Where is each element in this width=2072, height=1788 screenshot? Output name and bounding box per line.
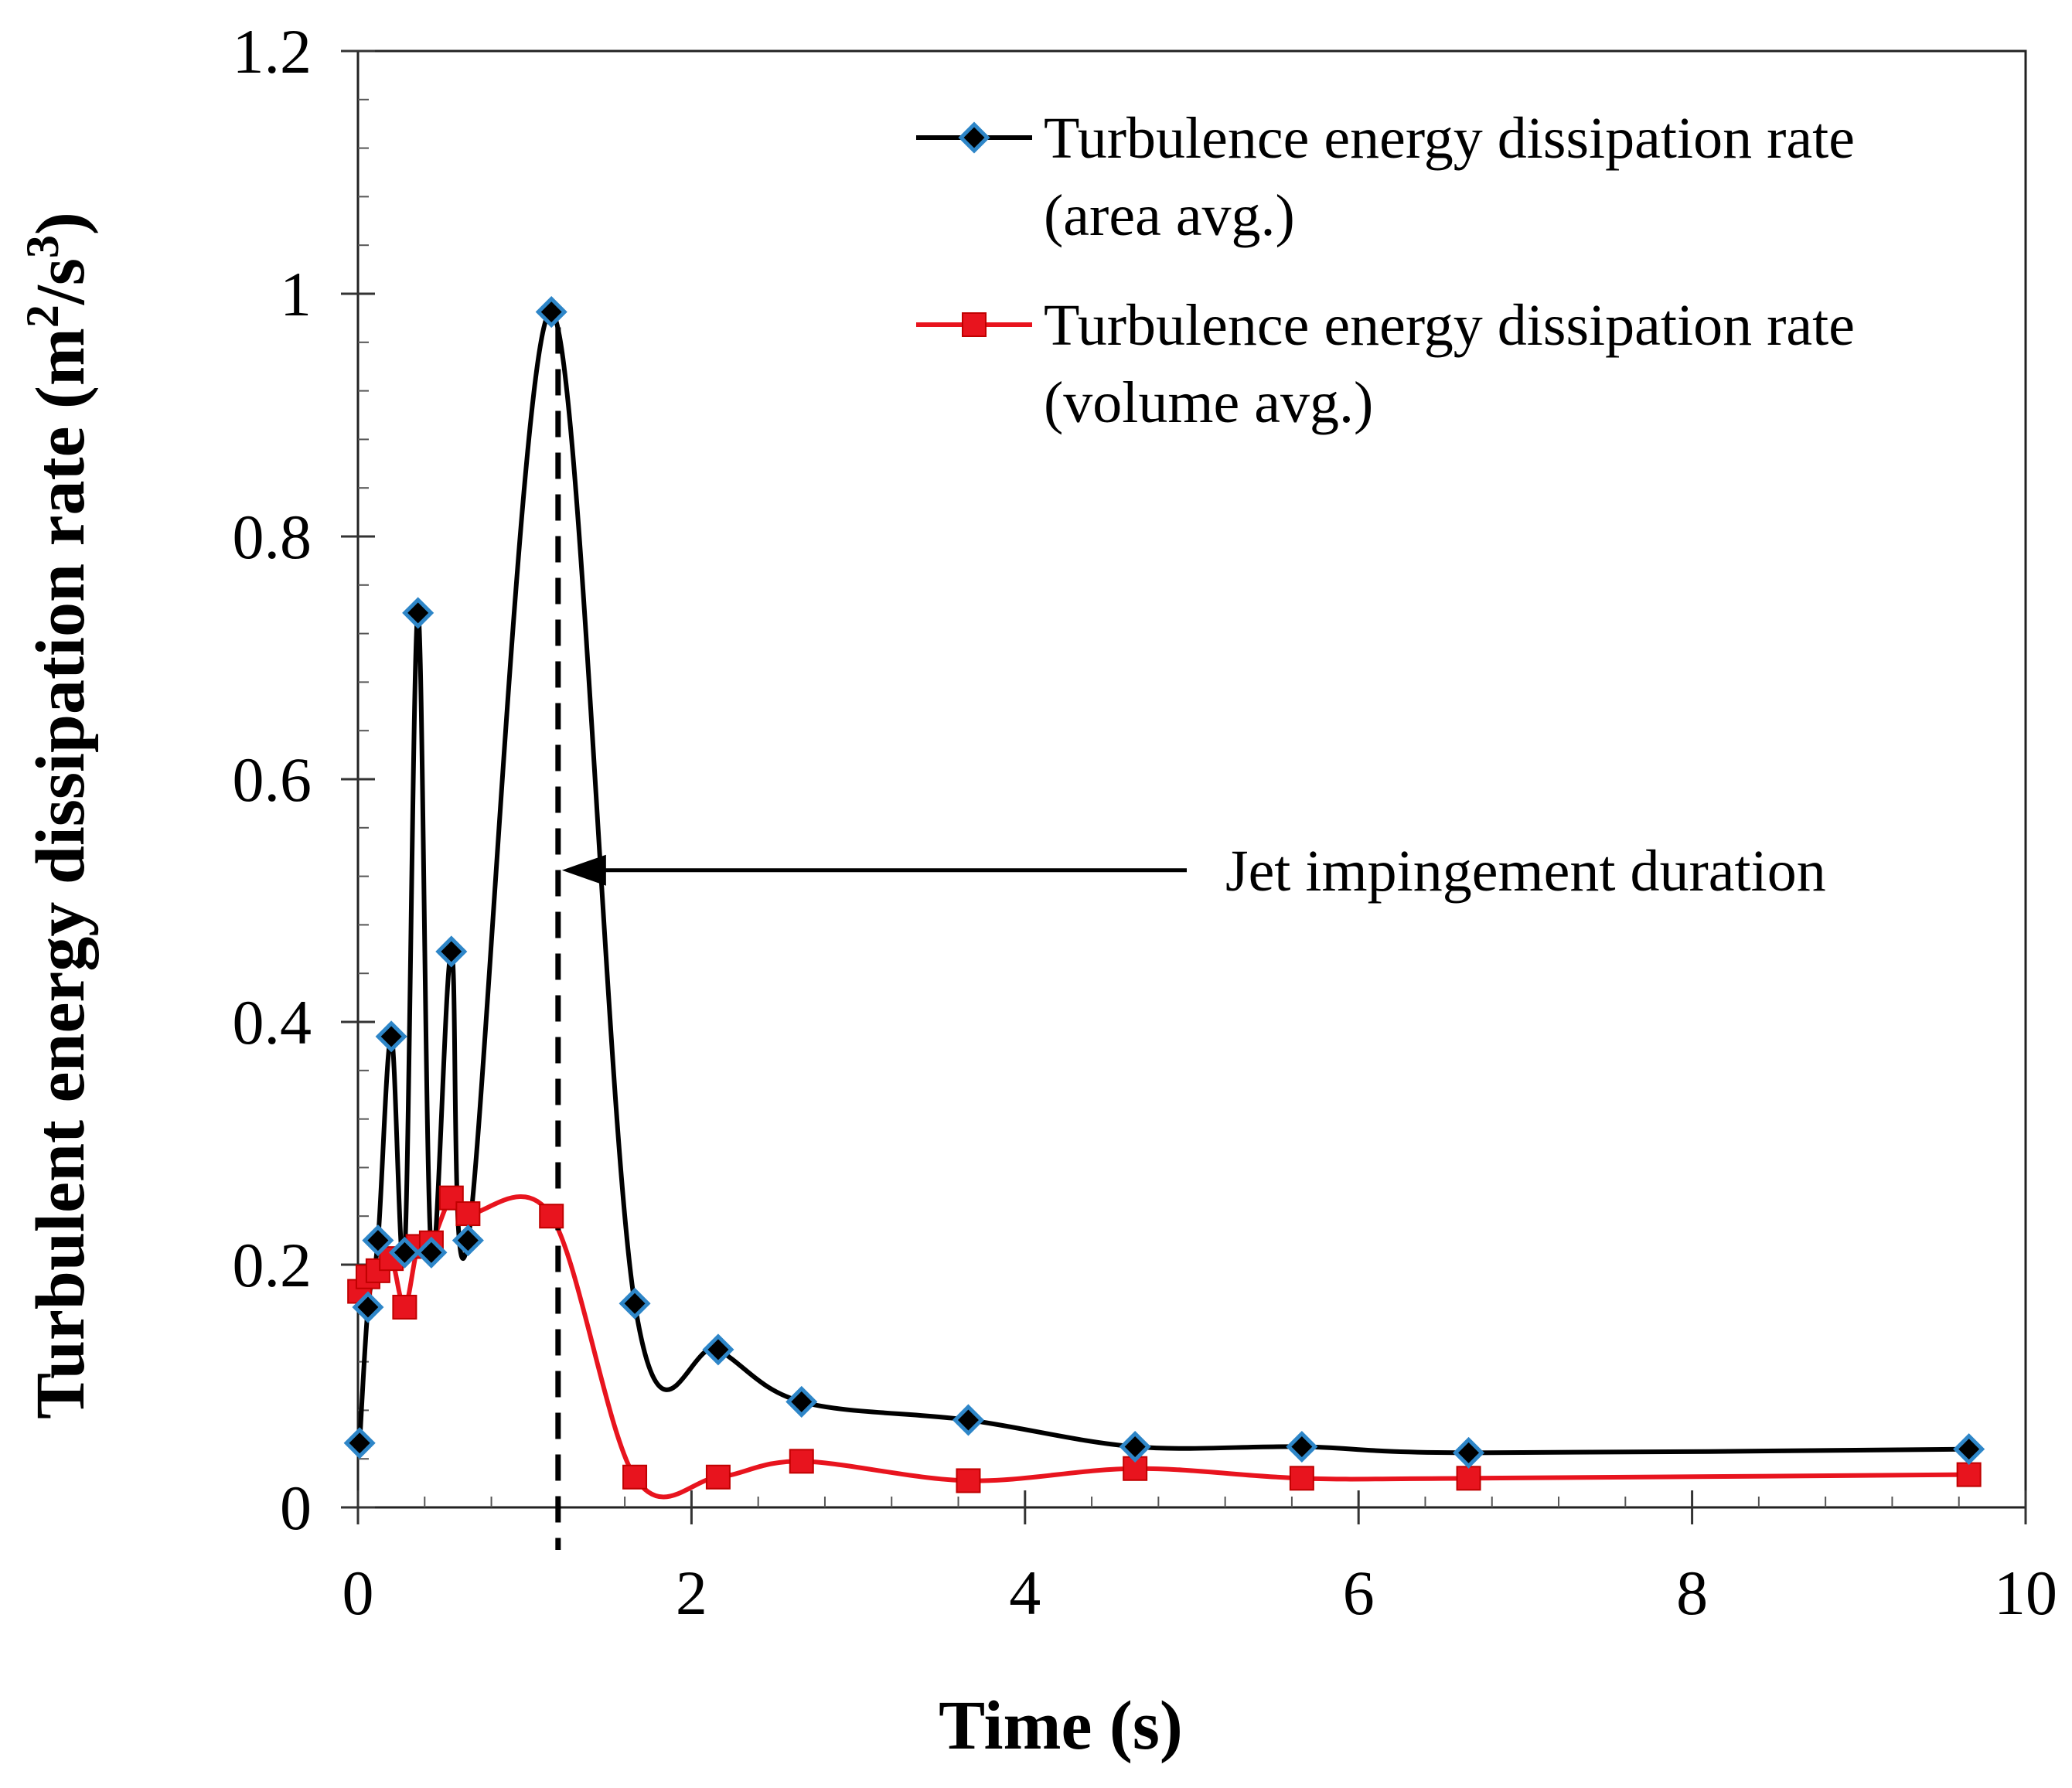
data-point-volume <box>1289 1466 1314 1491</box>
y-axis-title-sup-2: 3 <box>17 235 68 258</box>
data-point-volume <box>539 1204 564 1229</box>
data-point-area <box>1119 1430 1151 1463</box>
legend: Turbulence energy dissipation rate (area … <box>916 106 1855 435</box>
annotation-arrow-head <box>561 854 606 886</box>
data-point-area <box>343 1427 376 1459</box>
data-point-volume <box>392 1294 417 1320</box>
y-axis-title-sup-1: 2 <box>17 305 68 328</box>
data-point-area <box>402 597 435 629</box>
legend-marker-area <box>958 121 990 154</box>
y-tick-label: 0.4 <box>233 987 312 1057</box>
y-tick-label: 0 <box>280 1473 312 1543</box>
x-tick-label: 2 <box>676 1558 707 1628</box>
y-tick-label: 0.8 <box>233 502 312 572</box>
data-point-area <box>1453 1436 1485 1469</box>
series-markers <box>343 296 1985 1493</box>
x-tick-label: 4 <box>1009 1558 1041 1628</box>
y-axis-title-end: ) <box>22 212 99 235</box>
data-point-area <box>452 1224 484 1257</box>
data-point-area <box>388 1236 421 1269</box>
data-point-volume <box>455 1201 481 1227</box>
data-point-area <box>702 1333 734 1366</box>
x-tick-label: 6 <box>1343 1558 1375 1628</box>
legend-sublabel-area: (area avg.) <box>1044 183 1295 248</box>
y-axis-title-main: Turbulent energy dissipation rate (m <box>22 328 99 1419</box>
data-point-area <box>415 1236 448 1269</box>
data-point-volume <box>1956 1462 1982 1487</box>
x-tick-label: 10 <box>1994 1558 2057 1628</box>
annotation: Jet impingement duration <box>555 327 1826 1550</box>
legend-label-area: Turbulence energy dissipation rate <box>1044 106 1855 171</box>
x-tick-label: 8 <box>1676 1558 1708 1628</box>
axis-tick-labels: 0 0.2 0.4 0.6 0.8 1 1.2 0 2 4 6 8 10 <box>233 16 2058 1628</box>
legend-marker-volume <box>962 312 987 337</box>
data-point-volume <box>622 1464 648 1490</box>
data-point-area <box>952 1404 984 1436</box>
data-point-area <box>1286 1430 1318 1463</box>
y-axis-title-mid: /s <box>22 258 99 305</box>
y-tick-label: 1.2 <box>233 16 312 87</box>
y-axis-title: Turbulent energy dissipation rate (m2/s3… <box>17 212 99 1419</box>
annotation-label: Jet impingement duration <box>1225 839 1826 904</box>
y-tick-label: 0.6 <box>233 744 312 815</box>
data-point-volume <box>789 1449 814 1474</box>
legend-sublabel-volume: (volume avg.) <box>1044 370 1373 435</box>
data-point-area <box>435 935 468 968</box>
data-point-volume <box>705 1464 731 1490</box>
legend-label-volume: Turbulence energy dissipation rate <box>1044 293 1855 358</box>
data-point-area <box>375 1020 407 1053</box>
y-tick-label: 0.2 <box>233 1230 312 1300</box>
x-tick-label: 0 <box>342 1558 374 1628</box>
data-point-area <box>535 296 567 329</box>
data-point-area <box>352 1291 384 1323</box>
data-point-volume <box>1456 1466 1481 1491</box>
data-point-area <box>786 1385 818 1418</box>
data-point-area <box>362 1224 394 1257</box>
data-point-volume <box>956 1468 981 1493</box>
x-axis-title: Time (s) <box>939 1688 1183 1764</box>
data-point-area <box>619 1287 651 1320</box>
y-tick-label: 1 <box>280 259 312 329</box>
data-point-area <box>1953 1433 1985 1466</box>
